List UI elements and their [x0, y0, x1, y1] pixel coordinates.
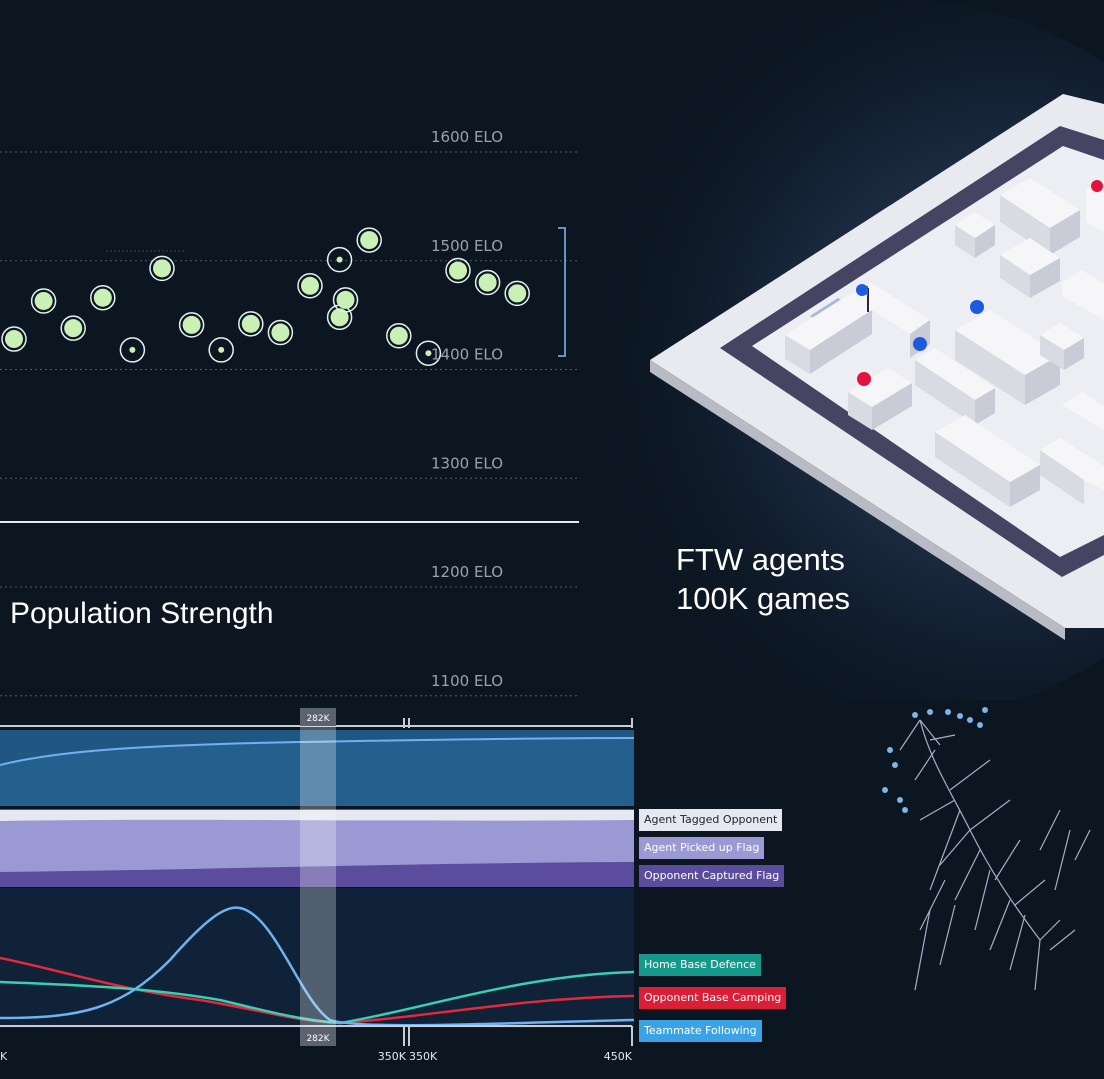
map-blocks [785, 178, 1104, 507]
time-marker-band[interactable] [300, 708, 336, 1046]
elo-data-point [415, 340, 442, 366]
elo-points [1, 227, 530, 366]
elo-data-point [178, 312, 205, 338]
elo-tick-labels: 1600 ELO 1500 ELO 1400 ELO 1300 ELO 1200 ELO… [431, 128, 503, 690]
legend-opponent-captured-flag[interactable]: Opponent Captured Flag [639, 865, 785, 887]
elo-data-point [30, 288, 57, 314]
timeline-bottom-axis [0, 1025, 633, 1046]
map-caption: FTW agents 100K games [676, 540, 850, 618]
elo-data-point [90, 284, 116, 311]
elo-data-point [238, 311, 264, 337]
stack-tagged-opponent [0, 810, 634, 821]
branching-tree-illustration [882, 707, 1091, 991]
chart-title: Population Strength [10, 597, 274, 630]
legend-agent-tagged-opponent[interactable]: Agent Tagged Opponent [639, 809, 783, 831]
blue-area-curve [0, 738, 634, 806]
elo-data-point [386, 323, 412, 349]
elo-tick-label: 1300 ELO [431, 454, 503, 472]
elo-data-point [149, 255, 175, 282]
map-agents [856, 180, 1103, 386]
x-label-450k: 450K [604, 1050, 633, 1063]
x-label-350k-a: 350K [378, 1050, 407, 1063]
elo-data-point [208, 337, 234, 363]
elo-data-point [326, 304, 353, 331]
elo-data-point [445, 257, 471, 284]
legend-teammate-following[interactable]: Teammate Following [639, 1020, 762, 1042]
time-marker-label-bottom: 282K [306, 1034, 330, 1044]
elo-data-point [267, 319, 294, 346]
elo-data-point [1, 326, 27, 352]
game-map-illustration [560, 0, 1104, 700]
elo-data-point [326, 246, 353, 273]
time-marker-label-top: 282K [306, 714, 330, 724]
elo-scatter-chart: 1600 ELO 1500 ELO 1400 ELO 1300 ELO 1200 ELO… [0, 128, 579, 697]
elo-tick-label: 1100 ELO [431, 672, 503, 690]
elo-data-point [504, 280, 530, 307]
x-label-350k-b: 350K [409, 1050, 438, 1063]
elo-data-point [119, 337, 146, 363]
stack-picked-up-flag [0, 816, 634, 872]
map-caption-line2: 100K games [676, 581, 851, 616]
x-label-start: K [0, 1050, 8, 1063]
elo-data-point [60, 315, 86, 341]
elo-tick-label: 1600 ELO [431, 128, 503, 146]
legend-opponent-base-camping[interactable]: Opponent Base Camping [639, 987, 787, 1009]
elo-data-point [332, 287, 359, 313]
elo-gridlines [0, 151, 579, 697]
elo-data-point [297, 273, 323, 299]
legend-agent-picked-up-flag[interactable]: Agent Picked up Flag [639, 837, 765, 859]
elo-data-point [356, 227, 382, 253]
line-home-base-defence [0, 970, 635, 1025]
elo-data-point [474, 269, 501, 296]
map-caption-line1: FTW agents [676, 542, 845, 577]
behaviour-timeline-chart: 282K 282K K 350K 350K 450K [0, 700, 640, 1079]
elo-tick-label: 1400 ELO [431, 346, 503, 364]
legend-home-base-defence[interactable]: Home Base Defence [639, 954, 761, 976]
elo-tick-label: 1500 ELO [431, 237, 503, 255]
line-teammate-following [0, 906, 635, 1027]
elo-tick-label: 1200 ELO [431, 563, 503, 581]
